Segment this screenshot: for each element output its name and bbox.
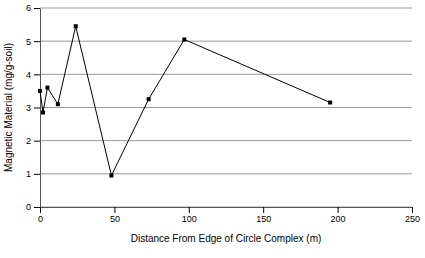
marker <box>147 97 151 101</box>
grid-line <box>40 173 412 174</box>
grid <box>40 8 412 207</box>
grid-line <box>40 8 412 9</box>
axis-line <box>40 9 41 208</box>
marker <box>45 86 49 90</box>
tick-label: 5 <box>26 37 31 47</box>
tick: 1 <box>26 169 40 179</box>
tick: 200 <box>331 207 346 224</box>
tick-mark <box>34 74 40 75</box>
tick-mark <box>114 207 115 213</box>
tick: 100 <box>182 207 197 224</box>
line <box>40 26 330 175</box>
tick-mark <box>263 207 264 213</box>
marker <box>56 102 60 106</box>
tick-mark <box>338 207 339 213</box>
tick-mark <box>34 108 40 109</box>
marker <box>328 101 332 105</box>
tick-mark <box>34 41 40 42</box>
tick: 3 <box>26 103 40 113</box>
tick: 250 <box>405 207 420 224</box>
grid-line <box>40 41 412 42</box>
marker <box>38 89 42 93</box>
tick-mark <box>40 207 41 213</box>
x-axis-title: Distance From Edge of Circle Complex (m) <box>131 233 322 244</box>
tick-label: 50 <box>110 214 120 224</box>
tick-label: 150 <box>256 214 271 224</box>
marker <box>109 173 113 177</box>
y-axis-title: Magnetic Material (mg/g-soil) <box>3 43 14 172</box>
tick: 4 <box>26 70 40 80</box>
tick: 6 <box>26 3 40 13</box>
marker <box>41 110 45 114</box>
tick-mark <box>34 8 40 9</box>
plot: 0 50 100 150 200 250 0 1 2 3 4 5 6 <box>26 3 420 224</box>
tick: 50 <box>110 207 120 224</box>
tick-mark <box>34 174 40 175</box>
tick-label: 200 <box>331 214 346 224</box>
tick: 5 <box>26 37 40 47</box>
tick: 0 <box>38 207 43 224</box>
grid-line <box>40 207 412 208</box>
grid-line <box>40 140 412 141</box>
marks <box>38 24 332 177</box>
tick-mark <box>189 207 190 213</box>
tick-label: 4 <box>26 70 31 80</box>
tick-label: 0 <box>26 202 31 212</box>
tick: 2 <box>26 136 40 146</box>
tick-mark <box>34 207 40 208</box>
y-axis: 0 1 2 3 4 5 6 <box>26 3 41 212</box>
tick-label: 1 <box>26 169 31 179</box>
tick-label: 6 <box>26 3 31 13</box>
grid-line <box>40 74 412 75</box>
tick-mark <box>412 207 413 213</box>
marker <box>182 38 186 42</box>
tick-mark <box>34 141 40 142</box>
grid-line <box>40 107 412 108</box>
tick-label: 0 <box>38 214 43 224</box>
x-axis: 0 50 100 150 200 250 <box>38 207 420 224</box>
chart: 0 50 100 150 200 250 0 1 2 3 4 5 6 Distance From Edge… <box>0 0 425 258</box>
tick-label: 250 <box>405 214 420 224</box>
tick: 150 <box>256 207 271 224</box>
tick-label: 100 <box>182 214 197 224</box>
tick-label: 3 <box>26 103 31 113</box>
marker <box>74 24 78 28</box>
tick: 0 <box>26 202 40 212</box>
tick-label: 2 <box>26 136 31 146</box>
axis-line <box>41 207 413 208</box>
